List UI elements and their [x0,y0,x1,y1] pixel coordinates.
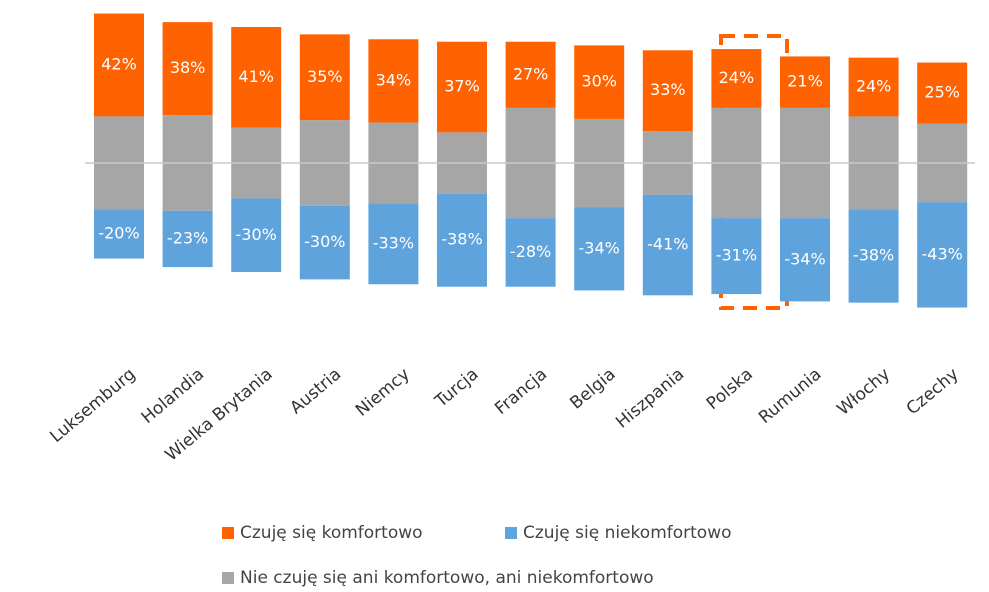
bar-segment [299,205,350,280]
x-tick-label: Czechy [903,364,963,419]
data-label: -38% [441,230,482,249]
legend-swatch [222,572,234,584]
data-label: 35% [307,67,343,86]
bar-segment [505,218,556,287]
data-label: -30% [304,232,345,251]
data-label: 34% [376,70,412,89]
data-label: -41% [647,235,688,254]
x-tick-label: Polska [703,364,757,414]
data-label: -43% [922,244,963,263]
x-tick-label: Włochy [833,364,894,419]
bar-segment [780,218,830,302]
bar-segment [917,202,968,308]
data-label: 27% [513,64,549,83]
data-label: 42% [101,55,137,74]
legend-label: Nie czuję się ani komfortowo, ani niekom… [240,568,654,588]
x-tick-label: Turcja [431,364,483,412]
data-label: 41% [238,67,274,86]
data-label: -23% [167,228,208,247]
x-tick-label: Rumunia [755,364,825,428]
data-label: -30% [236,225,277,244]
data-label: 33% [650,80,686,99]
bar-segment [231,198,282,273]
bar-segment [437,193,487,287]
bar-segment [574,45,625,119]
bar-segment [711,49,762,108]
data-label: -31% [716,246,757,265]
bar-segment [505,41,556,108]
data-label: -34% [784,249,825,268]
bar-segment [299,34,350,121]
x-tick-label: Holandia [138,364,208,428]
data-label: 21% [787,72,823,91]
bar-segment [642,50,693,132]
bar-segment [917,62,968,124]
x-tick-label: Niemcy [352,364,414,420]
bar-segment [780,56,830,108]
bar-segment [94,13,144,117]
x-tick-label: Austria [286,364,345,418]
data-label: 24% [856,77,892,96]
data-label: 38% [170,58,206,77]
bar-segment [848,209,899,303]
legend-swatch [222,527,234,539]
data-label: -20% [98,224,139,243]
data-label: -38% [853,246,894,265]
legend-label: Czuję się niekomfortowo [523,523,732,543]
bar-segment [368,203,419,285]
x-tick-label: Francja [491,364,551,419]
x-tick-label: Belgia [566,364,619,413]
bar-segment [162,210,213,268]
data-label: 30% [581,72,617,91]
data-label: 25% [924,83,960,102]
data-label: 24% [719,68,755,87]
bar-segment [848,57,899,117]
bar-segment [574,207,625,291]
data-label: -34% [579,238,620,257]
legend-swatch [505,527,517,539]
x-tick-label: Luksemburg [46,364,139,447]
bar-segment [711,218,762,295]
bar-segment [642,194,693,296]
x-tick-label: Hiszpania [612,364,688,432]
legend-label: Czuję się komfortowo [240,523,423,543]
bar-segment [94,209,144,259]
data-label: -28% [510,242,551,261]
data-label: 37% [444,77,480,96]
bar-segment [437,41,487,133]
bar-segment [368,39,419,123]
bar-segment [231,27,282,128]
bar-segment [162,22,213,116]
data-label: -33% [373,233,414,252]
